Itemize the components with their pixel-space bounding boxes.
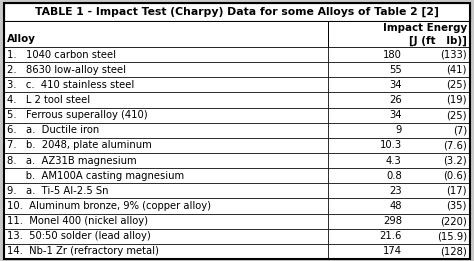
Bar [4, 21, 328, 47]
Text: (220): (220) [440, 216, 467, 226]
Bar [328, 198, 470, 213]
Bar [4, 92, 328, 108]
Text: [J (ft   lb)]: [J (ft lb)] [409, 35, 467, 46]
Text: (25): (25) [447, 80, 467, 90]
Text: 8.   a.  AZ31B magnesium: 8. a. AZ31B magnesium [7, 156, 137, 165]
Text: 4.3: 4.3 [386, 156, 402, 165]
Text: (7.6): (7.6) [443, 140, 467, 150]
Bar [4, 108, 328, 123]
Bar [328, 92, 470, 108]
Text: 14.  Nb-1 Zr (refractory metal): 14. Nb-1 Zr (refractory metal) [7, 246, 159, 256]
Bar [4, 213, 328, 229]
Text: b.  AM100A casting magnesium: b. AM100A casting magnesium [7, 171, 184, 181]
Text: 34: 34 [389, 80, 402, 90]
Bar [4, 229, 328, 244]
Text: 7.   b.  2048, plate aluminum: 7. b. 2048, plate aluminum [7, 140, 152, 150]
Text: 174: 174 [383, 246, 402, 256]
Text: 13.  50:50 solder (lead alloy): 13. 50:50 solder (lead alloy) [7, 231, 151, 241]
Text: Alloy: Alloy [7, 34, 36, 44]
Bar [328, 168, 470, 183]
Bar [328, 123, 470, 138]
Text: 6.   a.  Ductile iron: 6. a. Ductile iron [7, 125, 99, 135]
Bar [4, 3, 470, 21]
Bar [328, 138, 470, 153]
Text: Impact Energy: Impact Energy [383, 23, 467, 33]
Bar [4, 183, 328, 198]
Text: 26: 26 [389, 95, 402, 105]
Text: 180: 180 [383, 50, 402, 60]
Text: 4.   L 2 tool steel: 4. L 2 tool steel [7, 95, 90, 105]
Text: 21.6: 21.6 [379, 231, 402, 241]
Bar [4, 77, 328, 92]
Text: (19): (19) [447, 95, 467, 105]
Text: 48: 48 [389, 201, 402, 211]
Text: 10.3: 10.3 [380, 140, 402, 150]
Text: (17): (17) [447, 186, 467, 196]
Bar [4, 198, 328, 213]
Bar [4, 47, 328, 62]
Text: 10.  Aluminum bronze, 9% (copper alloy): 10. Aluminum bronze, 9% (copper alloy) [7, 201, 211, 211]
Text: 11.  Monel 400 (nickel alloy): 11. Monel 400 (nickel alloy) [7, 216, 148, 226]
Text: 5.   Ferrous superalloy (410): 5. Ferrous superalloy (410) [7, 110, 147, 120]
Text: (128): (128) [440, 246, 467, 256]
Text: (15.9): (15.9) [437, 231, 467, 241]
Bar [328, 153, 470, 168]
Text: (0.6): (0.6) [443, 171, 467, 181]
Text: TABLE 1 - Impact Test (Charpy) Data for some Alloys of Table 2 [2]: TABLE 1 - Impact Test (Charpy) Data for … [35, 7, 439, 17]
Bar [4, 123, 328, 138]
Bar [328, 229, 470, 244]
Text: 9: 9 [395, 125, 402, 135]
Bar [4, 62, 328, 77]
Text: 1.   1040 carbon steel: 1. 1040 carbon steel [7, 50, 116, 60]
Bar [328, 213, 470, 229]
Bar [328, 244, 470, 259]
Bar [4, 244, 328, 259]
Text: 9.   a.  Ti-5 Al-2.5 Sn: 9. a. Ti-5 Al-2.5 Sn [7, 186, 109, 196]
Bar [328, 77, 470, 92]
Text: (35): (35) [447, 201, 467, 211]
Text: 55: 55 [389, 65, 402, 75]
Bar [328, 21, 470, 47]
Bar [4, 153, 328, 168]
Text: (3.2): (3.2) [443, 156, 467, 165]
Bar [328, 183, 470, 198]
Text: 3.   c.  410 stainless steel: 3. c. 410 stainless steel [7, 80, 134, 90]
Text: (41): (41) [447, 65, 467, 75]
Text: 298: 298 [383, 216, 402, 226]
Bar [328, 108, 470, 123]
Text: (133): (133) [440, 50, 467, 60]
Text: (7): (7) [453, 125, 467, 135]
Text: (25): (25) [447, 110, 467, 120]
Bar [328, 62, 470, 77]
Bar [328, 47, 470, 62]
Bar [4, 168, 328, 183]
Text: 2.   8630 low-alloy steel: 2. 8630 low-alloy steel [7, 65, 126, 75]
Text: 34: 34 [389, 110, 402, 120]
Text: 0.8: 0.8 [386, 171, 402, 181]
Bar [4, 138, 328, 153]
Text: 23: 23 [389, 186, 402, 196]
